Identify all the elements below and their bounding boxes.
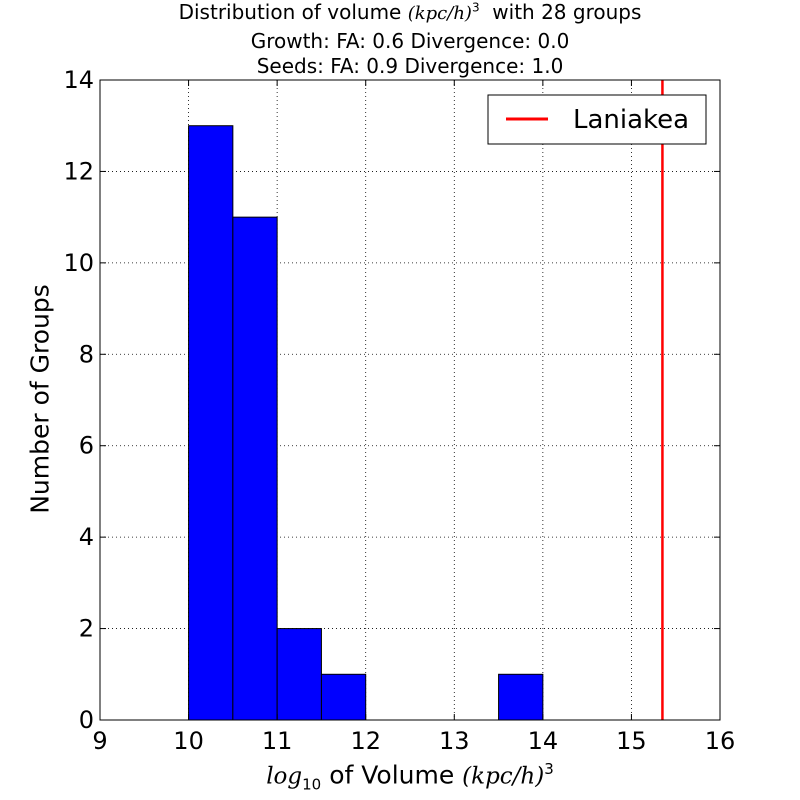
x-tick-label: 15	[616, 727, 647, 755]
x-tick-label: 10	[173, 727, 204, 755]
title-line-1: Distribution of volume (kpc/h)3 with 28 …	[0, 0, 800, 24]
axis-ticks: 9 10 11 12 13 14 15 16 0 2 4 6 8 10 12 14	[63, 66, 735, 755]
histogram-bar	[276, 628, 322, 721]
y-tick-label: 0	[79, 706, 94, 734]
xlabel-log: log	[266, 763, 303, 790]
y-tick-label: 4	[79, 523, 94, 551]
x-tick-label: 12	[350, 727, 381, 755]
title-prefix: Distribution of volume	[178, 0, 402, 24]
legend-label: Laniakea	[573, 105, 689, 135]
histogram-bar	[498, 673, 544, 721]
title-suffix: with 28 groups	[492, 0, 642, 24]
x-tick-label: 13	[439, 727, 470, 755]
histogram-bars	[188, 125, 544, 721]
histogram-bar	[232, 216, 278, 721]
title-line-2: Growth: FA: 0.6 Divergence: 0.0	[250, 29, 570, 53]
y-tick-label: 12	[63, 157, 94, 185]
x-tick-label: 16	[705, 727, 736, 755]
y-tick-label: 14	[63, 66, 94, 94]
title-line-3: Seeds: FA: 0.9 Divergence: 1.0	[256, 54, 564, 78]
xlabel-text: of Volume	[329, 760, 455, 790]
xlabel-exponent: 3	[544, 760, 554, 778]
y-tick-label: 8	[79, 340, 94, 368]
x-tick-label: 14	[528, 727, 559, 755]
y-tick-label: 10	[63, 249, 94, 277]
x-tick-label: 9	[92, 727, 107, 755]
legend: Laniakea	[487, 94, 707, 145]
x-axis-label: log10 of Volume (kpc/h)3	[0, 760, 800, 793]
y-tick-label: 2	[79, 615, 94, 643]
y-axis-label: Number of Groups	[25, 284, 55, 514]
title-exponent: 3	[471, 0, 480, 15]
plot-frame	[99, 79, 721, 721]
y-tick-label: 6	[79, 432, 94, 460]
xlabel-math: (kpc/h)	[462, 763, 545, 790]
title-math: (kpc/h)	[407, 3, 472, 24]
histogram-bar	[320, 673, 367, 721]
histogram-bar	[188, 125, 234, 721]
xlabel-log-subscript: 10	[302, 775, 322, 794]
x-tick-label: 11	[262, 727, 293, 755]
